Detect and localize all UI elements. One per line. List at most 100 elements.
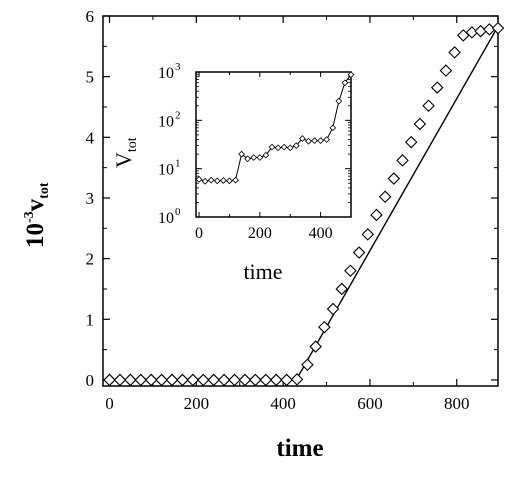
main-data-point [361,228,375,241]
main-y-tick-label: 3 [86,189,95,208]
main-y-tick-label: 0 [86,371,95,390]
main-data-point [238,373,252,387]
main-data-point [196,373,210,387]
main-data-point [207,373,220,387]
main-data-point [290,373,304,386]
inset-data-point [250,154,258,161]
inset-data-point [341,79,349,87]
inset-y-tick-exp: 2 [175,109,181,121]
main-y-axis-label-exp: -3 [22,211,37,223]
inset-y-axis-label-sub: tot [125,137,140,152]
main-plot-frame [102,15,499,387]
main-data-point [326,302,340,316]
inset-data-point [219,177,227,184]
inset-data-point [274,144,282,152]
main-data-point [217,373,231,387]
inset-data-point [268,143,276,151]
main-data-point [309,340,322,353]
inset-data-point [323,136,331,143]
main-data-point [301,358,314,372]
main-data-point [430,81,444,94]
inset-data-point [226,177,233,185]
main-x-tick-label: 800 [444,394,470,413]
main-data-point [404,135,418,149]
main-data-point [344,264,357,278]
main-y-axis-label: 10-3vtot [22,182,52,248]
main-x-axis-label: time [276,435,323,462]
main-y-tick-label: 1 [86,310,95,329]
inset-data-point [335,97,343,105]
main-y-axis-label-var: v [22,198,49,211]
main-data-point [439,64,453,77]
inset-data-point [232,176,239,184]
main-data-point [422,99,435,113]
main-data-point [280,373,293,387]
main-x-tick-label: 400 [270,394,296,413]
inset-plot-frame [195,71,352,218]
inset-x-tick-label: 0 [195,225,203,242]
inset-y-tick-exp: 0 [175,206,181,218]
inset-y-tick-label: 10 [158,65,174,82]
main-x-tick-label: 200 [184,394,210,413]
inset-data-point [305,137,312,145]
main-data-point [396,154,409,167]
main-data-point [491,21,505,35]
inset-data-point [195,176,203,183]
main-data-point [413,117,427,131]
main-y-tick-label: 4 [86,128,95,147]
main-y-tick-label: 2 [86,250,95,269]
inset-data-point [238,150,245,158]
inset-data-point [347,71,355,79]
main-data-point [124,373,137,387]
inset-data-point [213,177,221,185]
main-data-point [144,373,158,387]
inset-data-point [311,137,318,145]
main-data-point [228,373,241,387]
inset-data-point [256,154,264,161]
main-data-point [176,373,189,387]
inset-data-point [317,137,324,145]
inset-y-tick-exp: 3 [175,61,181,73]
main-data-point [474,24,487,38]
main-y-axis-label-sub: tot [37,182,52,199]
inset-data-point [329,124,337,132]
inset-data-point [299,135,306,142]
main-data-point [318,320,331,334]
inset-y-axis-label: Vtot [111,137,140,168]
main-data-point [113,373,127,387]
main-y-tick-label: 5 [86,68,95,87]
inset-y-tick-exp: 1 [175,158,181,170]
inset-data-point [280,143,288,151]
inset-x-axis-label: time [243,259,282,284]
main-data-point [370,208,383,222]
main-data-point [387,172,401,185]
main-series-markers [103,21,505,387]
inset-x-tick-label: 400 [309,225,333,242]
main-data-point [103,373,116,387]
main-data-point [134,373,148,387]
main-data-point [249,373,262,387]
main-data-point [335,282,349,296]
main-data-point [165,373,179,387]
inset-series-markers [195,71,355,185]
main-data-point [269,373,283,387]
inset-data-point [262,151,270,159]
main-data-point [378,190,392,204]
inset-y-tick-label: 10 [158,162,174,179]
inset-x-tick-label: 200 [248,225,272,242]
inset-data-point [292,142,300,149]
main-data-point [155,373,168,387]
main-x-tick-label: 0 [105,394,114,413]
main-data-point [186,373,200,387]
main-data-point [259,373,273,387]
main-data-point [352,246,366,259]
inset-y-axis-label-var: V [111,152,136,168]
inset-data-point [207,176,215,184]
main-x-tick-label: 600 [357,394,383,413]
inset-data-point [286,144,294,152]
inset-data-point [244,155,252,163]
inset-y-tick-label: 10 [158,210,174,227]
